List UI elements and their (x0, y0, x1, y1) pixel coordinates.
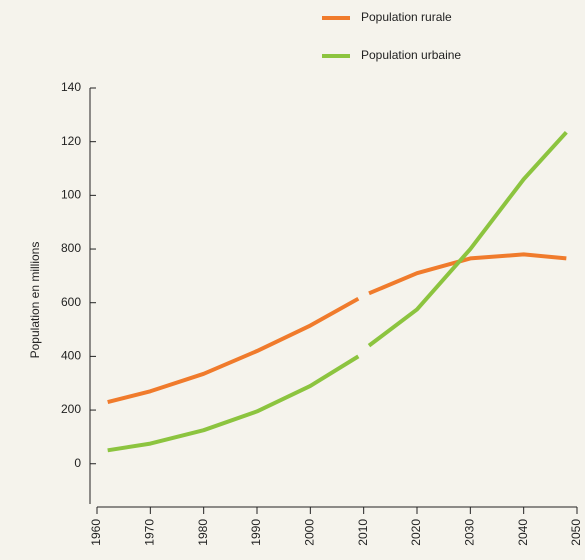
x-tick-label: 2050 (569, 519, 583, 546)
x-tick-label: 1990 (249, 519, 263, 546)
y-tick-label: 600 (61, 295, 81, 309)
x-tick-label: 1960 (89, 519, 103, 546)
legend-label: Population rurale (361, 10, 452, 24)
x-tick-label: 2010 (356, 519, 370, 546)
y-tick-label: 400 (61, 349, 81, 363)
y-tick-label: 120 (61, 134, 81, 148)
x-tick-label: 2020 (409, 519, 423, 546)
y-tick-label: 100 (61, 188, 81, 202)
y-axis-label: Population en millions (28, 242, 42, 359)
x-tick-label: 1980 (196, 519, 210, 546)
legend-label: Population urbaine (361, 48, 461, 62)
y-tick-label: 200 (61, 402, 81, 416)
x-tick-label: 2000 (303, 519, 317, 546)
x-tick-label: 1970 (143, 519, 157, 546)
x-tick-label: 2040 (516, 519, 530, 546)
y-tick-label: 800 (61, 241, 81, 255)
series-line (107, 252, 567, 404)
y-tick-label: 140 (61, 80, 81, 94)
y-tick-label: 0 (74, 456, 81, 470)
x-tick-label: 2030 (463, 519, 477, 546)
series-line (107, 130, 568, 453)
